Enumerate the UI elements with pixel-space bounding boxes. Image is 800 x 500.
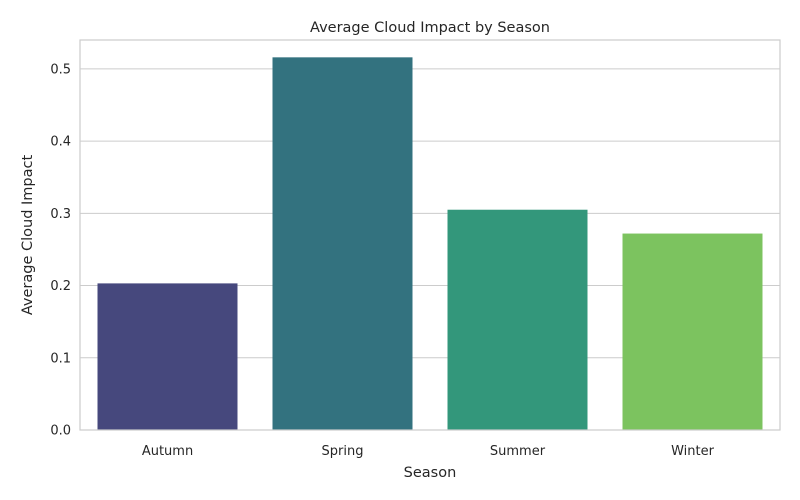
bar-autumn <box>97 283 238 430</box>
bar-winter <box>622 233 763 430</box>
bars <box>97 57 763 430</box>
y-tick-label: 0.4 <box>50 135 71 150</box>
y-tick-label: 0.2 <box>50 279 71 294</box>
y-tick-label: 0.5 <box>50 62 71 77</box>
x-tick-labels: Autumn Spring Summer Winter <box>142 444 715 459</box>
y-tick-label: 0.0 <box>50 424 71 439</box>
x-tick-label: Autumn <box>142 444 193 459</box>
x-tick-label: Winter <box>671 444 715 459</box>
y-axis-label: Average Cloud Impact <box>20 155 36 316</box>
x-tick-label: Spring <box>322 444 364 459</box>
y-tick-labels: 0.0 0.1 0.2 0.3 0.4 0.5 <box>50 62 71 438</box>
bar-summer <box>447 209 588 430</box>
bar-spring <box>272 57 413 430</box>
plot-frame <box>79 39 781 431</box>
y-tick-label: 0.3 <box>50 207 71 222</box>
chart-title: Average Cloud Impact by Season <box>310 20 550 36</box>
y-tick-label: 0.1 <box>50 351 71 366</box>
x-tick-label: Summer <box>490 444 546 459</box>
x-axis-label: Season <box>404 465 457 481</box>
